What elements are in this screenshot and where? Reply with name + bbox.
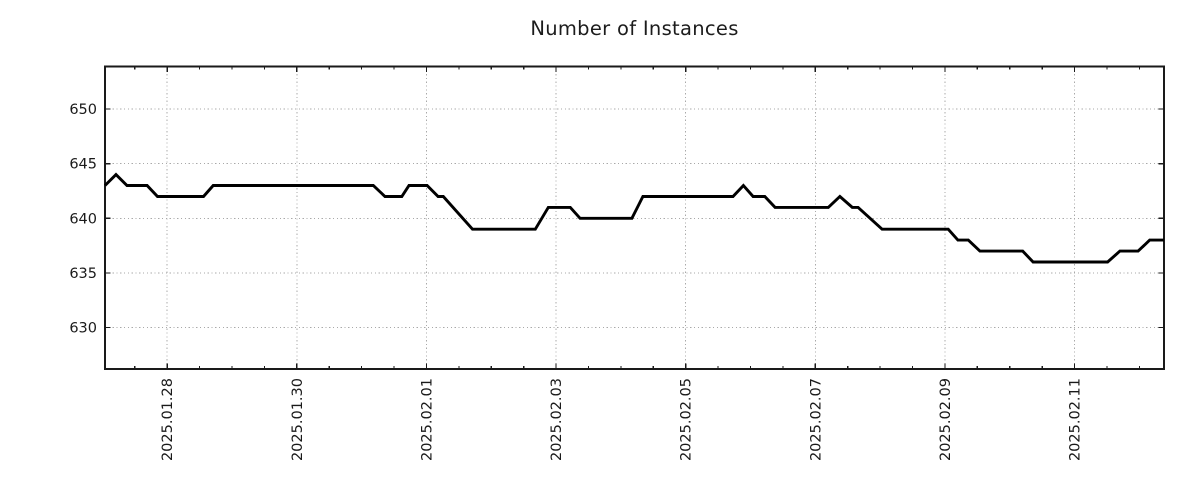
x-tick-label: 2025.02.05 bbox=[679, 378, 695, 461]
x-tick-labels: 2025.01.28 2025.01.30 2025.02.01 2025.02.03… bbox=[160, 378, 1083, 461]
x-tick-label: 2025.02.03 bbox=[549, 378, 565, 461]
x-tick-label: 2025.02.09 bbox=[938, 378, 954, 461]
x-tick-label: 2025.02.07 bbox=[808, 378, 824, 461]
x-tick-label: 2025.01.30 bbox=[290, 378, 306, 461]
x-tick-label: 2025.02.11 bbox=[1068, 378, 1084, 461]
y-tick-label: 630 bbox=[69, 321, 97, 337]
instances-series-line bbox=[103, 172, 1164, 264]
x-gridlines bbox=[166, 66, 1076, 369]
y-tick-labels: 630 635 640 645 650 bbox=[69, 102, 97, 336]
y-tick-label: 635 bbox=[69, 266, 97, 282]
chart-title: Number of Instances bbox=[530, 17, 739, 40]
y-gridlines bbox=[105, 108, 1164, 329]
y-tick-label: 650 bbox=[69, 102, 97, 118]
x-tick-label: 2025.02.01 bbox=[419, 378, 435, 461]
y-tick-label: 645 bbox=[69, 157, 97, 173]
plot-border bbox=[104, 65, 1165, 370]
x-tick-label: 2025.01.28 bbox=[160, 378, 176, 461]
axis-ticks bbox=[105, 66, 1164, 369]
y-tick-label: 640 bbox=[69, 211, 97, 227]
